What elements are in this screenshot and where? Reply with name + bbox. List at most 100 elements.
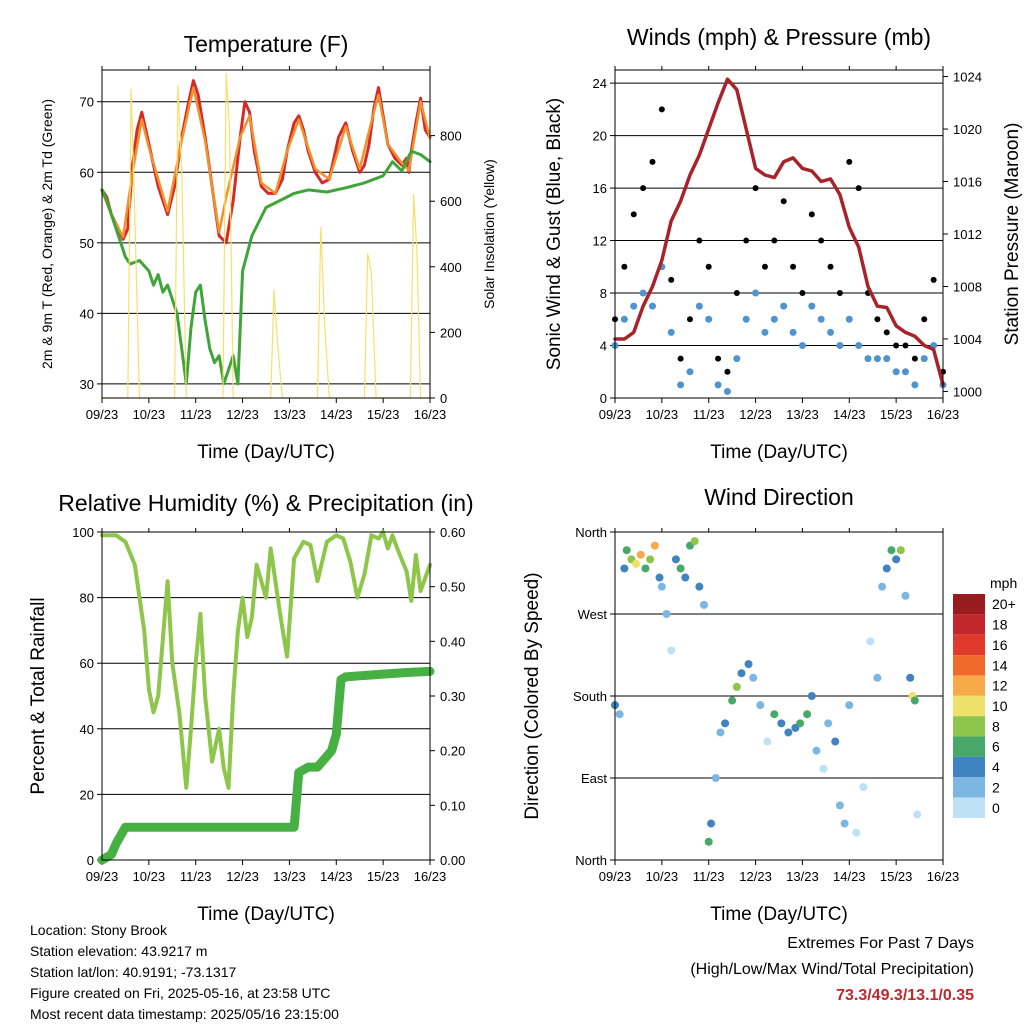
data-point <box>789 328 797 336</box>
data-point <box>728 696 737 705</box>
data-point <box>836 290 843 297</box>
y-tick-label: 100 <box>72 525 94 540</box>
plot-frame <box>614 531 944 861</box>
legend-swatch <box>953 797 985 818</box>
legend-label: 16 <box>992 637 1008 653</box>
legend-label: 18 <box>992 617 1008 633</box>
series-line <box>101 72 431 399</box>
created-text: Figure created on Fri, 2025-05-16, at 23… <box>30 985 331 1001</box>
x-tick-label: 13/23 <box>786 407 819 422</box>
data-point <box>911 381 919 389</box>
data-point <box>883 329 890 336</box>
data-point <box>873 673 882 682</box>
data-point <box>695 582 704 591</box>
y-axis-label: Percent & Total Rainfall <box>28 597 49 794</box>
data-point <box>831 737 840 746</box>
data-point <box>705 315 713 323</box>
data-point <box>640 185 647 192</box>
y2-tick-label: 0.50 <box>440 580 465 595</box>
data-point <box>650 541 659 550</box>
y2-tick-label: 1008 <box>953 279 982 294</box>
y2-axis-label: Solar Insolation (Yellow) <box>481 159 497 309</box>
y-axis-label: 2m & 9m T (Red, Orange) & 2m Td (Green) <box>39 99 55 369</box>
data-point <box>639 289 647 297</box>
latlon-text: Station lat/lon: 40.9191; -73.1317 <box>30 964 237 980</box>
data-point <box>752 289 760 297</box>
x-tick-label: 11/23 <box>693 407 725 422</box>
data-point <box>681 573 690 582</box>
series-line <box>97 666 435 865</box>
x-tick-label: 09/23 <box>86 869 119 884</box>
data-point <box>667 646 676 655</box>
data-point <box>896 546 905 555</box>
data-point <box>892 555 901 564</box>
x-tick-label: 15/23 <box>367 869 400 884</box>
x-tick-label: 16/23 <box>414 407 447 422</box>
data-point <box>827 328 835 336</box>
y-axis-label: Direction (Colored By Speed) <box>522 572 543 819</box>
data-point <box>671 555 680 564</box>
y2-tick-label: 1012 <box>953 227 982 242</box>
data-point <box>636 550 645 559</box>
location-text: Location: Stony Brook <box>30 922 167 938</box>
data-point <box>777 719 786 728</box>
data-point <box>812 746 821 755</box>
y-tick-label: 20 <box>593 129 607 144</box>
data-point <box>913 810 922 819</box>
x-tick-label: 14/23 <box>833 869 866 884</box>
data-point <box>721 719 730 728</box>
y-tick-label: 40 <box>80 722 94 737</box>
data-point <box>756 701 765 710</box>
data-point <box>887 546 896 555</box>
data-point <box>873 355 881 363</box>
x-tick-label: 10/23 <box>646 407 679 422</box>
plot-frame <box>101 69 431 399</box>
legend-label: 6 <box>992 739 1000 755</box>
data-point <box>705 263 712 270</box>
series-line <box>100 86 432 239</box>
x-tick-label: 11/23 <box>180 407 212 422</box>
x-tick-label: 12/23 <box>226 869 259 884</box>
y-tick-label: 16 <box>593 181 607 196</box>
series-line <box>100 149 432 386</box>
legend-label: 12 <box>992 678 1008 694</box>
y2-tick-label: 600 <box>440 194 462 209</box>
legend-label: 8 <box>992 718 1000 734</box>
data-point <box>883 355 891 363</box>
y-tick-label: 0 <box>87 853 94 868</box>
legend-label: 4 <box>992 759 1000 775</box>
y2-tick-label: 800 <box>440 129 462 144</box>
legend-swatch <box>953 594 985 615</box>
data-point <box>866 637 875 646</box>
chart-panel-2: 0 4 8 12 16 20 24 1000 1004 1008 1012 1016 1020 1024 0… <box>544 24 1023 463</box>
y2-tick-label: 0.10 <box>440 798 465 813</box>
data-point <box>835 801 844 810</box>
x-tick-label: 09/23 <box>86 407 119 422</box>
y-tick-label: 4 <box>600 339 607 354</box>
data-point <box>695 302 703 310</box>
chart-panel-3: 0 20 40 60 80 100 0.00 0.10 0.20 0.30 0.40 0.50 0.60… <box>28 490 474 925</box>
y-axis-label: Sonic Wind & Gust (Blue, Black) <box>544 98 565 370</box>
series-line <box>613 77 945 387</box>
data-point <box>796 719 805 728</box>
legend-swatch <box>953 614 985 635</box>
data-point <box>855 342 863 350</box>
y2-tick-label: 1020 <box>953 122 982 137</box>
data-point <box>864 355 872 363</box>
x-tick-label: 11/23 <box>180 869 212 884</box>
x-tick-label: 10/23 <box>133 407 166 422</box>
extremes-title: Extremes For Past 7 Days <box>787 935 974 952</box>
data-point <box>920 355 928 363</box>
x-tick-label: 10/23 <box>133 869 166 884</box>
data-point <box>744 660 753 669</box>
data-point <box>840 819 849 828</box>
x-tick-label: 16/23 <box>927 407 960 422</box>
data-point <box>798 342 806 350</box>
data-point <box>906 673 915 682</box>
legend-label: 2 <box>992 779 1000 795</box>
data-point <box>707 819 716 828</box>
x-tick-label: 14/23 <box>320 869 353 884</box>
data-point <box>780 302 788 310</box>
data-point <box>855 185 862 192</box>
data-point <box>859 783 868 792</box>
